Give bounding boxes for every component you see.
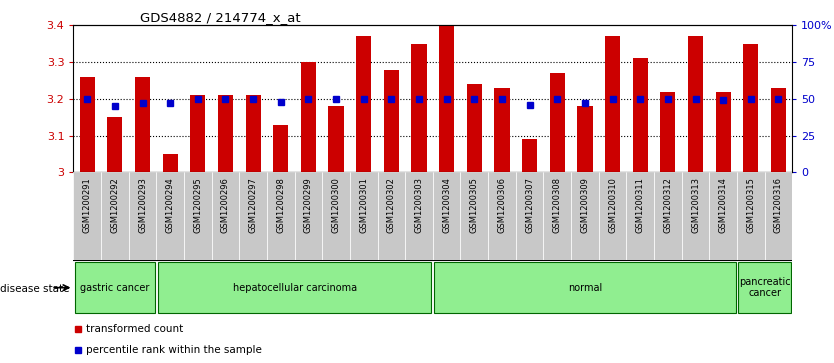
Bar: [716, 91, 731, 172]
Bar: [460, 172, 488, 260]
Bar: [743, 44, 758, 172]
Bar: [495, 88, 510, 172]
Text: GSM1200309: GSM1200309: [580, 177, 590, 233]
Bar: [771, 88, 786, 172]
Bar: [384, 70, 399, 172]
Text: GSM1200310: GSM1200310: [608, 177, 617, 233]
Bar: [488, 172, 515, 260]
Bar: [79, 77, 95, 172]
Text: GSM1200312: GSM1200312: [663, 177, 672, 233]
Text: GSM1200300: GSM1200300: [332, 177, 340, 233]
Text: GSM1200299: GSM1200299: [304, 177, 313, 233]
Bar: [515, 172, 544, 260]
Text: GSM1200301: GSM1200301: [359, 177, 369, 233]
Text: GSM1200313: GSM1200313: [691, 177, 700, 233]
Text: GSM1200293: GSM1200293: [138, 177, 147, 233]
Text: pancreatic
cancer: pancreatic cancer: [739, 277, 791, 298]
Bar: [571, 172, 599, 260]
Bar: [128, 172, 156, 260]
Bar: [433, 172, 460, 260]
Bar: [661, 91, 676, 172]
Bar: [101, 172, 128, 260]
Text: GDS4882 / 214774_x_at: GDS4882 / 214774_x_at: [140, 11, 301, 24]
Bar: [190, 95, 205, 172]
Bar: [710, 172, 737, 260]
Text: hepatocellular carcinoma: hepatocellular carcinoma: [233, 283, 357, 293]
Bar: [738, 262, 791, 313]
Bar: [75, 262, 155, 313]
Bar: [405, 172, 433, 260]
Text: GSM1200291: GSM1200291: [83, 177, 92, 233]
Bar: [245, 95, 261, 172]
Bar: [577, 106, 592, 172]
Bar: [158, 262, 431, 313]
Text: GSM1200307: GSM1200307: [525, 177, 534, 233]
Bar: [274, 125, 289, 172]
Bar: [411, 44, 427, 172]
Bar: [378, 172, 405, 260]
Text: GSM1200311: GSM1200311: [636, 177, 645, 233]
Text: disease state: disease state: [0, 284, 69, 294]
Bar: [239, 172, 267, 260]
Bar: [301, 62, 316, 172]
Text: GSM1200316: GSM1200316: [774, 177, 783, 233]
Bar: [218, 95, 233, 172]
Text: transformed count: transformed count: [86, 324, 183, 334]
Text: GSM1200297: GSM1200297: [249, 177, 258, 233]
Bar: [681, 172, 710, 260]
Bar: [329, 106, 344, 172]
Bar: [737, 172, 765, 260]
Bar: [435, 262, 736, 313]
Bar: [467, 84, 482, 172]
Text: GSM1200302: GSM1200302: [387, 177, 396, 233]
Bar: [135, 77, 150, 172]
Bar: [294, 172, 322, 260]
Bar: [356, 36, 371, 172]
Text: GSM1200304: GSM1200304: [442, 177, 451, 233]
Bar: [654, 172, 681, 260]
Bar: [212, 172, 239, 260]
Text: normal: normal: [568, 283, 602, 293]
Bar: [73, 172, 101, 260]
Bar: [544, 172, 571, 260]
Text: GSM1200294: GSM1200294: [166, 177, 174, 233]
Bar: [550, 73, 565, 172]
Bar: [108, 117, 123, 172]
Text: GSM1200303: GSM1200303: [414, 177, 424, 233]
Bar: [156, 172, 184, 260]
Bar: [605, 36, 620, 172]
Text: GSM1200295: GSM1200295: [193, 177, 203, 233]
Text: GSM1200314: GSM1200314: [719, 177, 728, 233]
Text: GSM1200306: GSM1200306: [497, 177, 506, 233]
Bar: [522, 139, 537, 172]
Bar: [633, 58, 648, 172]
Bar: [626, 172, 654, 260]
Text: percentile rank within the sample: percentile rank within the sample: [86, 345, 262, 355]
Bar: [163, 154, 178, 172]
Text: GSM1200315: GSM1200315: [746, 177, 756, 233]
Text: GSM1200305: GSM1200305: [470, 177, 479, 233]
Bar: [599, 172, 626, 260]
Text: gastric cancer: gastric cancer: [80, 283, 149, 293]
Bar: [688, 36, 703, 172]
Bar: [350, 172, 378, 260]
Text: GSM1200308: GSM1200308: [553, 177, 562, 233]
Text: GSM1200292: GSM1200292: [110, 177, 119, 233]
Bar: [322, 172, 350, 260]
Text: GSM1200296: GSM1200296: [221, 177, 230, 233]
Bar: [765, 172, 792, 260]
Bar: [267, 172, 294, 260]
Bar: [439, 25, 455, 172]
Text: GSM1200298: GSM1200298: [276, 177, 285, 233]
Bar: [184, 172, 212, 260]
